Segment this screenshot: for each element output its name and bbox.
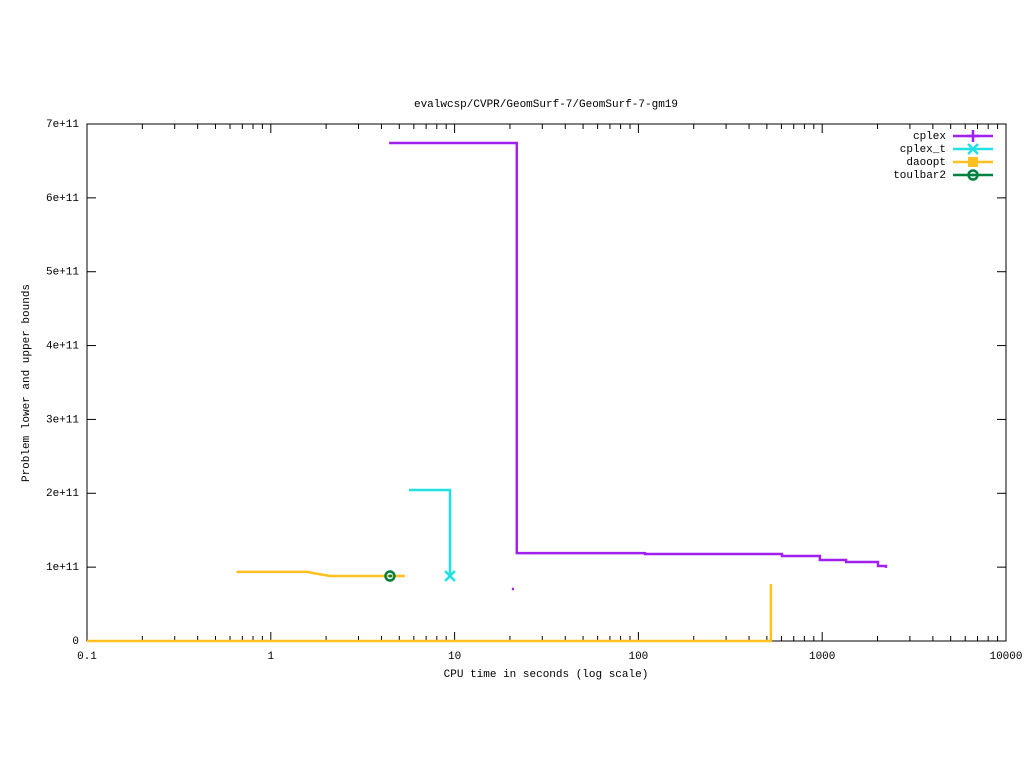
marker-part: [967, 169, 979, 181]
legend-label: cplex: [913, 131, 946, 143]
legend-label: toulbar2: [893, 170, 946, 182]
y-tick-label: 0: [72, 636, 79, 648]
marker-part: [384, 570, 396, 582]
x-axis-label: CPU time in seconds (log scale): [444, 669, 649, 681]
marker: [384, 570, 396, 582]
legend-label: cplex_t: [900, 144, 946, 156]
y-axis-label: Problem lower and upper bounds: [21, 284, 33, 482]
series-line: [389, 141, 888, 591]
y-tick-label: 3e+11: [46, 414, 79, 426]
x-tick-label: 0.1: [77, 651, 97, 663]
marker: [967, 143, 979, 155]
x-tick-label: 1000: [809, 651, 835, 663]
x-tick-label: 100: [628, 651, 648, 663]
series-line: [87, 570, 773, 643]
marker-part: [971, 173, 975, 177]
y-tick-label: 1e+11: [46, 562, 79, 574]
y-tick-label: 6e+11: [46, 193, 79, 205]
series-line: [409, 488, 452, 576]
x-tick-label: 10: [448, 651, 461, 663]
marker-part: [388, 574, 392, 578]
marker-part: [967, 143, 979, 155]
y-tick-label: 2e+11: [46, 488, 79, 500]
marker-part: [444, 570, 456, 582]
legend-label: daoopt: [906, 157, 946, 169]
marker: [444, 570, 456, 582]
marker-part: [968, 157, 978, 167]
x-tick-label: 1: [267, 651, 274, 663]
y-tick-label: 7e+11: [46, 119, 79, 131]
y-tick-label: 4e+11: [46, 340, 79, 352]
marker: [967, 169, 979, 181]
x-tick-label: 10000: [989, 651, 1022, 663]
y-tick-label: 5e+11: [46, 267, 79, 279]
marker: [968, 157, 978, 167]
marker: [967, 130, 979, 142]
chart-title: evalwcsp/CVPR/GeomSurf-7/GeomSurf-7-gm19: [414, 99, 678, 111]
